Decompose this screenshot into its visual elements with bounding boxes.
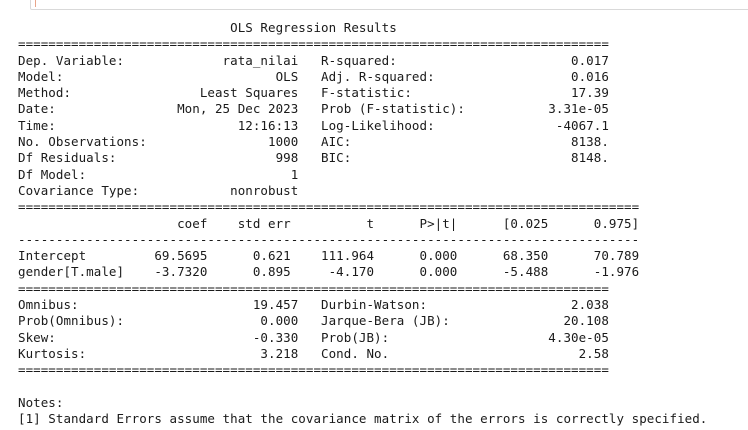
row-date: Date: Mon, 25 Dec 2023 Prob (F-statistic…: [18, 101, 609, 117]
row-covariance-type: Covariance Type: nonrobust: [18, 182, 609, 198]
row-time: Time: 12:16:13 Log-Likelihood: -4067.1: [18, 117, 609, 133]
row-model: Model: OLS Adj. R-squared: 0.016: [18, 68, 609, 84]
divider-double: ========================================…: [18, 362, 609, 378]
blank-line: [18, 379, 707, 395]
divider-single: ----------------------------------------…: [18, 231, 640, 247]
row-df-model: Df Model: 1: [18, 166, 609, 182]
regression-summary-output: OLS Regression Results =================…: [18, 20, 707, 427]
row-df-residuals: Df Residuals: 998 BIC: 8148.: [18, 150, 609, 166]
coef-row-gender-male: gender[T.male] -3.7320 0.895 -4.170 0.00…: [18, 264, 640, 280]
row-method: Method: Least Squares F-statistic: 17.39: [18, 85, 609, 101]
row-kurtosis: Kurtosis: 3.218 Cond. No. 2.58: [18, 345, 609, 361]
divider-double: ========================================…: [18, 280, 609, 296]
coef-row-intercept: Intercept 69.5695 0.621 111.964 0.000 68…: [18, 248, 640, 264]
row-dep-variable: Dep. Variable: rata_nilai R-squared: 0.0…: [18, 52, 609, 68]
summary-title: OLS Regression Results: [18, 20, 609, 35]
row-skew: Skew: -0.330 Prob(JB): 4.30e-05: [18, 329, 609, 345]
divider-double-wide: ========================================…: [18, 199, 640, 215]
row-prob-omnibus: Prob(Omnibus): 0.000 Jarque-Bera (JB): 2…: [18, 313, 609, 329]
cell-edge-marker: [35, 0, 36, 7]
notes-heading: Notes:: [18, 394, 64, 410]
notes-item-1: [1] Standard Errors assume that the cova…: [18, 411, 708, 427]
row-observations: No. Observations: 1000 AIC: 8138.: [18, 134, 609, 150]
previous-cell-frame: [30, 0, 748, 10]
row-omnibus: Omnibus: 19.457 Durbin-Watson: 2.038: [18, 297, 609, 313]
divider-double: ========================================…: [18, 36, 609, 52]
coef-table-header: coef std err t P>|t| [0.025 0.975]: [18, 215, 640, 231]
